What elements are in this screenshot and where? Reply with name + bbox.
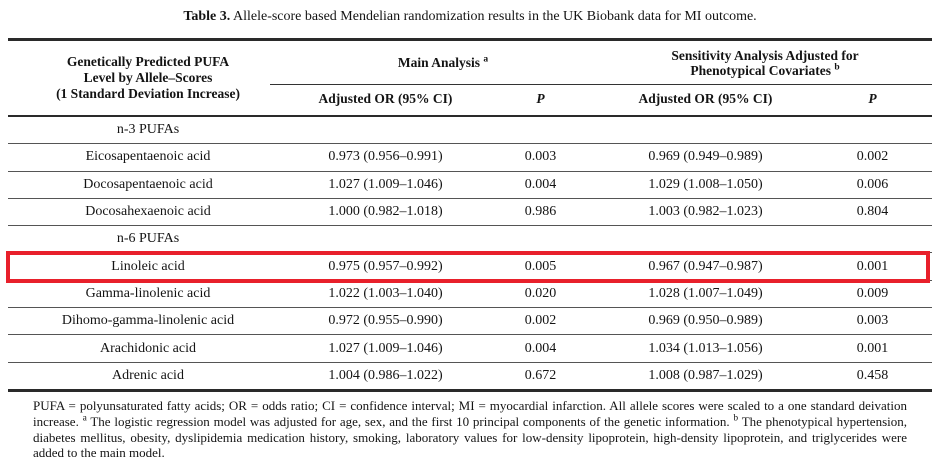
group-header-main-analysis: Main Analysis a bbox=[288, 54, 598, 71]
subcolumn-header-row: Adjusted OR (95% CI) P Adjusted OR (95% … bbox=[288, 84, 932, 114]
cell-p-sensitivity: 0.006 bbox=[856, 176, 889, 192]
section-label: n-6 PUFAs bbox=[116, 231, 180, 247]
footnote-marker-a: a bbox=[82, 413, 87, 424]
cell-or-sensitivity: 1.028 (1.007–1.049) bbox=[648, 285, 763, 301]
pufa-header-line3: (1 Standard Deviation Increase) bbox=[56, 86, 240, 101]
table-row-linoleic-highlighted: Linoleic acid 0.975 (0.957–0.992) 0.005 … bbox=[8, 253, 932, 281]
pufa-header-line1: Genetically Predicted PUFA bbox=[66, 54, 230, 69]
cell-p-main: 0.004 bbox=[524, 176, 557, 192]
cell-p-sensitivity: 0.002 bbox=[856, 149, 889, 165]
table-body: n-3 PUFAs Eicosapentaenoic acid 0.973 (0… bbox=[8, 117, 932, 389]
cell-or-sensitivity: 1.029 (1.008–1.050) bbox=[648, 176, 763, 192]
footnote-marker-b: b bbox=[733, 413, 739, 424]
cell-p-main: 0.672 bbox=[524, 367, 557, 383]
header-mid-rule bbox=[270, 83, 932, 85]
cell-or-main: 1.027 (1.009–1.046) bbox=[328, 340, 443, 356]
column-header-p-sensitivity: P bbox=[868, 91, 877, 106]
cell-or-sensitivity: 1.034 (1.013–1.056) bbox=[648, 340, 763, 356]
column-header-or-main: Adjusted OR (95% CI) bbox=[318, 91, 453, 106]
table-row-arachidonic: Arachidonic acid 1.027 (1.009–1.046) 0.0… bbox=[8, 335, 932, 363]
cell-or-sensitivity: 0.969 (0.949–0.989) bbox=[648, 149, 763, 165]
results-table: Genetically Predicted PUFA Level by Alle… bbox=[8, 38, 932, 392]
sensitivity-label-line2: Phenotypical Covariates bbox=[690, 62, 831, 78]
cell-or-main: 0.973 (0.956–0.991) bbox=[328, 149, 443, 165]
cell-pufa-name: Linoleic acid bbox=[111, 258, 185, 274]
cell-p-main: 0.004 bbox=[524, 340, 557, 356]
table-row-gamma-linolenic: Gamma-linolenic acid 1.022 (1.003–1.040)… bbox=[8, 281, 932, 309]
cell-pufa-name: Docosahexaenoic acid bbox=[85, 204, 211, 220]
table-caption-label: Table 3. bbox=[183, 9, 231, 24]
cell-p-sensitivity: 0.458 bbox=[856, 367, 889, 383]
footnote-marker-a: a bbox=[483, 54, 489, 64]
cell-or-main: 1.000 (0.982–1.018) bbox=[328, 204, 443, 220]
footnote-sensitivity-model: The phenotypical hypertension, diabetes … bbox=[33, 413, 907, 461]
table-caption-text: Allele-score based Mendelian randomizati… bbox=[230, 9, 757, 24]
cell-or-main: 1.004 (0.986–1.022) bbox=[328, 367, 443, 383]
column-header-or-sensitivity: Adjusted OR (95% CI) bbox=[638, 91, 773, 106]
footnote-main-model: The logistic regression model was adjust… bbox=[86, 413, 734, 429]
table-row-eicosapentaenoic: Eicosapentaenoic acid 0.973 (0.956–0.991… bbox=[8, 144, 932, 172]
column-header-p-main: P bbox=[536, 91, 545, 106]
cell-pufa-name: Adrenic acid bbox=[112, 367, 184, 383]
footnote-marker-b: b bbox=[834, 62, 840, 72]
cell-or-main: 1.027 (1.009–1.046) bbox=[328, 176, 443, 192]
table-row-adrenic: Adrenic acid 1.004 (0.986–1.022) 0.672 1… bbox=[8, 363, 932, 389]
analysis-headers: Main Analysis a Sensitivity Analysis Adj… bbox=[270, 41, 932, 115]
cell-p-main: 0.020 bbox=[524, 285, 557, 301]
cell-pufa-name: Eicosapentaenoic acid bbox=[85, 149, 211, 165]
cell-or-sensitivity: 1.003 (0.982–1.023) bbox=[648, 204, 763, 220]
cell-pufa-name: Dihomo-gamma-linolenic acid bbox=[61, 313, 235, 329]
cell-p-sensitivity: 0.003 bbox=[856, 313, 889, 329]
cell-p-main: 0.005 bbox=[524, 258, 557, 274]
sensitivity-label-line1: Sensitivity Analysis Adjusted for bbox=[671, 47, 859, 63]
cell-or-main: 1.022 (1.003–1.040) bbox=[328, 285, 443, 301]
section-row-n3-pufas: n-3 PUFAs bbox=[8, 117, 932, 145]
cell-p-main: 0.003 bbox=[524, 149, 557, 165]
pufa-header-line2: Level by Allele–Scores bbox=[83, 70, 213, 85]
cell-pufa-name: Docosapentaenoic acid bbox=[83, 176, 213, 192]
table-footnote: PUFA = polyunsaturated fatty acids; OR =… bbox=[33, 398, 907, 461]
cell-or-sensitivity: 0.967 (0.947–0.987) bbox=[648, 258, 763, 274]
cell-or-sensitivity: 1.008 (0.987–1.029) bbox=[648, 367, 763, 383]
cell-or-main: 0.975 (0.957–0.992) bbox=[328, 258, 443, 274]
group-header-sensitivity-analysis: Sensitivity Analysis Adjusted for Phenoty… bbox=[598, 48, 932, 78]
cell-pufa-name: Arachidonic acid bbox=[99, 340, 196, 356]
column-header-pufa: Genetically Predicted PUFA Level by Alle… bbox=[8, 41, 288, 115]
cell-p-sensitivity: 0.001 bbox=[856, 258, 889, 274]
cell-or-main: 0.972 (0.955–0.990) bbox=[328, 313, 443, 329]
section-label: n-3 PUFAs bbox=[116, 122, 180, 138]
table-row-docosapentaenoic: Docosapentaenoic acid 1.027 (1.009–1.046… bbox=[8, 172, 932, 199]
cell-or-sensitivity: 0.969 (0.950–0.989) bbox=[648, 313, 763, 329]
footnote-abbreviations: PUFA = polyunsaturated fatty acids; OR =… bbox=[33, 398, 907, 429]
table-caption: Table 3. Allele-score based Mendelian ra… bbox=[0, 8, 940, 26]
cell-p-main: 0.986 bbox=[524, 204, 557, 220]
cell-pufa-name: Gamma-linolenic acid bbox=[85, 285, 211, 301]
cell-p-main: 0.002 bbox=[524, 313, 557, 329]
section-row-n6-pufas: n-6 PUFAs bbox=[8, 226, 932, 254]
table-header: Genetically Predicted PUFA Level by Alle… bbox=[8, 41, 932, 117]
cell-p-sensitivity: 0.009 bbox=[856, 285, 889, 301]
cell-p-sensitivity: 0.804 bbox=[856, 204, 889, 220]
cell-p-sensitivity: 0.001 bbox=[856, 340, 889, 356]
group-header-row: Main Analysis a Sensitivity Analysis Adj… bbox=[288, 41, 932, 84]
table-row-docosahexaenoic: Docosahexaenoic acid 1.000 (0.982–1.018)… bbox=[8, 199, 932, 227]
table-row-dihomo-gamma-linolenic: Dihomo-gamma-linolenic acid 0.972 (0.955… bbox=[8, 308, 932, 336]
main-analysis-label: Main Analysis bbox=[397, 54, 481, 70]
